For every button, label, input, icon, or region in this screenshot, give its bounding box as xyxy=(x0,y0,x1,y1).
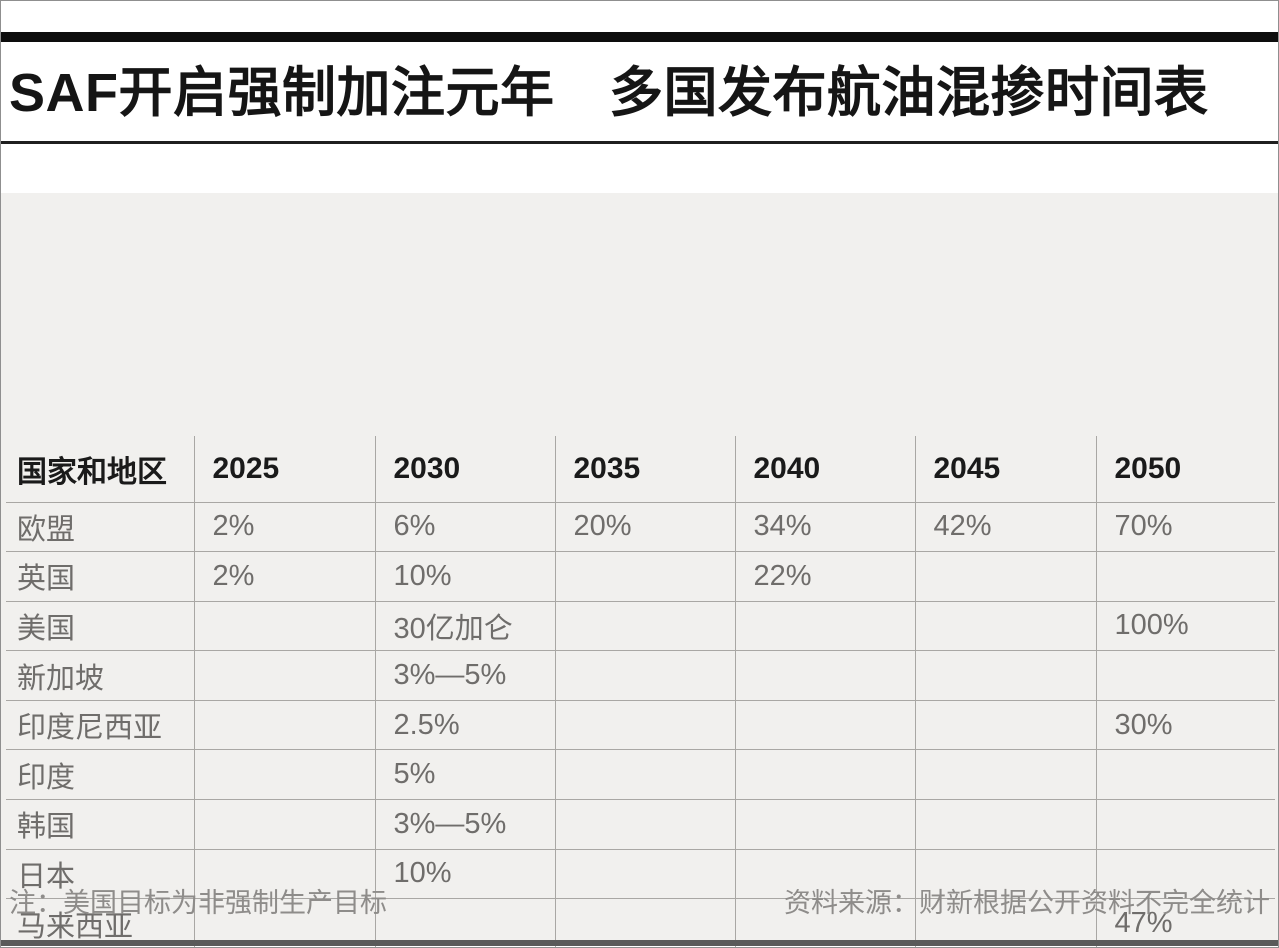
value-cell xyxy=(734,799,916,850)
value-cell xyxy=(554,600,736,652)
value-cell xyxy=(734,848,916,900)
footnote: 注：美国目标为非强制生产目标 xyxy=(9,888,387,918)
value-cell: 3%—5% xyxy=(374,650,556,701)
value-cell xyxy=(1095,551,1275,602)
value-cell xyxy=(914,799,1097,850)
value-cell: 34% xyxy=(734,501,916,553)
value-cell: 6% xyxy=(374,501,556,553)
table-row: 欧盟 2% 6% 20% 34% 42% 70% xyxy=(6,501,1275,553)
value-cell xyxy=(554,799,736,850)
region-cell: 韩国 xyxy=(6,799,195,850)
value-cell xyxy=(734,600,916,652)
value-cell xyxy=(193,898,376,947)
region-cell: 美国 xyxy=(6,600,195,652)
value-cell xyxy=(554,650,736,701)
value-cell xyxy=(1095,749,1275,801)
column-header-2030: 2030 xyxy=(375,436,556,503)
region-cell: 日本 xyxy=(6,848,195,900)
value-cell: 42% xyxy=(914,501,1097,553)
value-cell: 30亿加仑 xyxy=(374,600,556,652)
value-cell: 10% xyxy=(374,848,556,900)
table-row: 新加坡 3%—5% xyxy=(6,650,1275,701)
panel-footer: 注：美国目标为非强制生产目标 资料来源：财新根据公开资料不完全统计 xyxy=(9,887,1270,919)
column-header-2035: 2035 xyxy=(555,436,736,503)
value-cell xyxy=(554,551,736,602)
top-accent-bar xyxy=(1,32,1278,42)
value-cell: 100% xyxy=(1095,600,1275,652)
title-divider xyxy=(1,141,1278,144)
region-cell: 印度尼西亚 xyxy=(6,699,195,751)
value-cell xyxy=(914,650,1097,701)
region-cell: 欧盟 xyxy=(6,501,195,553)
value-cell xyxy=(1095,848,1275,900)
value-cell xyxy=(193,799,376,850)
value-cell xyxy=(193,749,376,801)
column-header-2025: 2025 xyxy=(194,436,376,503)
region-cell: 新加坡 xyxy=(6,650,195,701)
column-header-2045: 2045 xyxy=(915,436,1097,503)
table-panel: 国家和地区 2025 2030 2035 2040 2045 2050 欧盟 2… xyxy=(1,193,1278,947)
value-cell xyxy=(914,551,1097,602)
value-cell xyxy=(193,600,376,652)
value-cell xyxy=(734,699,916,751)
value-cell: 70% xyxy=(1095,501,1275,553)
value-cell xyxy=(914,848,1097,900)
value-cell: 3%—5% xyxy=(374,799,556,850)
column-header-region: 国家和地区 xyxy=(6,436,195,503)
table-row: 日本 10% xyxy=(6,848,1275,900)
value-cell xyxy=(914,600,1097,652)
table-row: 英国 2% 10% 22% xyxy=(6,551,1275,602)
value-cell xyxy=(914,699,1097,751)
value-cell: 2% xyxy=(193,501,376,553)
table-row: 印度尼西亚 2.5% 30% xyxy=(6,699,1275,751)
value-cell xyxy=(193,699,376,751)
page-title: SAF开启强制加注元年 多国发布航油混掺时间表 xyxy=(9,63,1209,123)
value-cell xyxy=(734,898,916,947)
value-cell: 30% xyxy=(1095,699,1275,751)
value-cell xyxy=(554,749,736,801)
table-row: 印度 5% xyxy=(6,749,1275,801)
value-cell xyxy=(193,650,376,701)
region-cell: 马来西亚 xyxy=(6,898,195,947)
value-cell: 5% xyxy=(374,749,556,801)
saf-mandate-table: 国家和地区 2025 2030 2035 2040 2045 2050 欧盟 2… xyxy=(6,436,1275,947)
value-cell xyxy=(1095,650,1275,701)
value-cell xyxy=(914,898,1097,947)
table-body: 欧盟 2% 6% 20% 34% 42% 70% 英国 2% 10% 22% 美… xyxy=(6,501,1275,947)
table-row: 马来西亚 47% xyxy=(6,898,1275,947)
value-cell xyxy=(914,749,1097,801)
value-cell: 47% xyxy=(1095,898,1275,947)
region-cell: 英国 xyxy=(6,551,195,602)
value-cell xyxy=(554,898,736,947)
value-cell: 22% xyxy=(734,551,916,602)
table-row: 美国 30亿加仑 100% xyxy=(6,600,1275,652)
column-header-2050: 2050 xyxy=(1096,436,1275,503)
column-header-2040: 2040 xyxy=(735,436,916,503)
region-cell: 印度 xyxy=(6,749,195,801)
header-row: 国家和地区 2025 2030 2035 2040 2045 2050 xyxy=(6,436,1275,503)
value-cell xyxy=(734,749,916,801)
bottom-accent-bar xyxy=(1,940,1278,946)
value-cell xyxy=(1095,799,1275,850)
value-cell xyxy=(734,650,916,701)
value-cell: 20% xyxy=(554,501,736,553)
value-cell xyxy=(193,848,376,900)
value-cell: 2% xyxy=(193,551,376,602)
value-cell: 2.5% xyxy=(374,699,556,751)
table-row: 韩国 3%—5% xyxy=(6,799,1275,850)
value-cell xyxy=(554,848,736,900)
value-cell: 10% xyxy=(374,551,556,602)
source-credit: 资料来源：财新根据公开资料不完全统计 xyxy=(784,888,1270,918)
value-cell xyxy=(554,699,736,751)
